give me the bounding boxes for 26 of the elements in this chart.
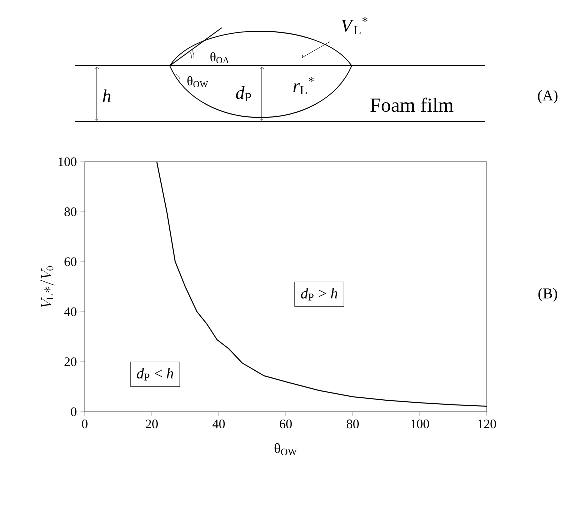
x-tick-label: 20 [146,420,158,429]
y-tick-label: 100 [58,158,77,166]
text: Foam film [370,98,454,112]
text: d$_{P}$ [236,86,252,102]
text: (B) [538,288,558,302]
text: V$_{L}$* [342,17,368,35]
text: (A) [538,90,558,104]
x-axis-title: θ$_{OW}$ [274,443,298,456]
x-tick-label: 80 [347,420,360,429]
y-tick-label: 20 [64,358,77,366]
y-tick-label: 40 [64,308,77,316]
y-axis-title: $V_\mathrm{L}{*}/V_0$ [40,266,55,308]
annotation: d$_{P}$ < h [137,368,174,381]
x-tick-label: 120 [478,420,496,429]
annotation: d$_{P}$ > h [301,288,338,301]
y-tick-label: 60 [64,258,77,266]
y-tick-label: 0 [71,408,77,416]
text: r$_{L}$* [294,77,314,95]
x-tick-label: 40 [212,420,226,429]
text: θ$_{OW}$ [188,76,208,88]
x-tick-label: 0 [82,420,88,429]
text: θ$_{OA}$ [210,52,230,64]
y-tick-label: 80 [64,208,77,216]
x-tick-label: 100 [411,420,430,429]
x-tick-label: 60 [280,420,292,429]
text: h [103,90,111,102]
